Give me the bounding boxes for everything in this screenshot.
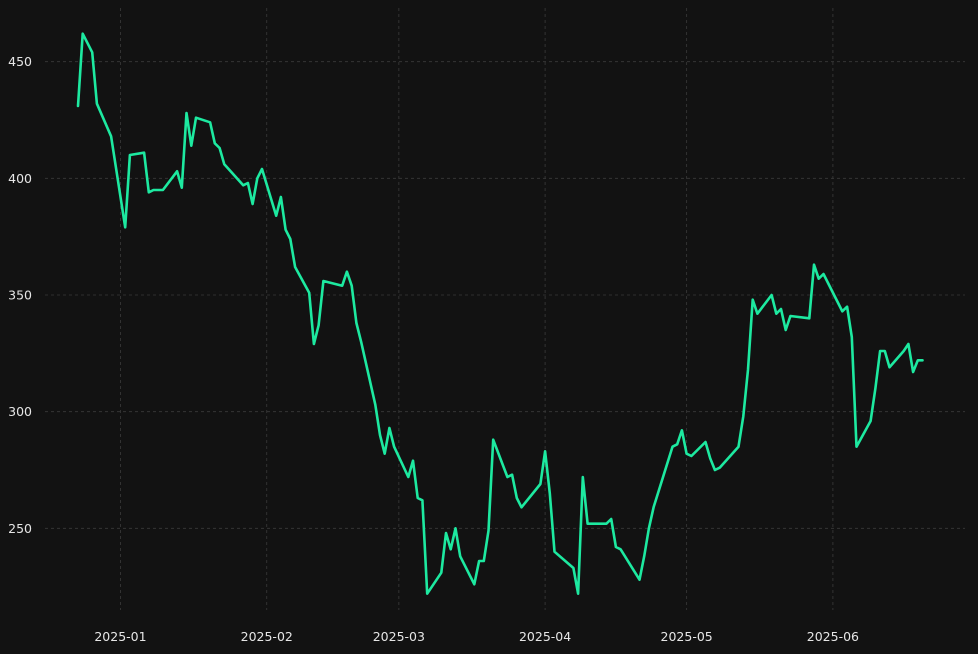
y-tick-label: 400 [8, 171, 32, 186]
series-line [76, 32, 924, 596]
series-layer [76, 32, 924, 596]
x-tick-label: 2025-02 [241, 629, 293, 644]
y-axis-ticks: 250 300 350 400 450 [8, 54, 32, 536]
y-tick-label: 250 [8, 521, 32, 536]
y-tick-label: 350 [8, 288, 32, 303]
x-tick-label: 2025-06 [807, 629, 859, 644]
x-tick-label: 2025-05 [661, 629, 713, 644]
grid-lines [45, 8, 965, 610]
y-tick-label: 300 [8, 404, 32, 419]
x-tick-label: 2025-04 [519, 629, 571, 644]
x-tick-label: 2025-03 [373, 629, 425, 644]
x-axis-ticks: 2025-01 2025-02 2025-03 2025-04 2025-05 2025-… [94, 629, 859, 644]
y-tick-label: 450 [8, 54, 32, 69]
x-tick-label: 2025-01 [94, 629, 146, 644]
